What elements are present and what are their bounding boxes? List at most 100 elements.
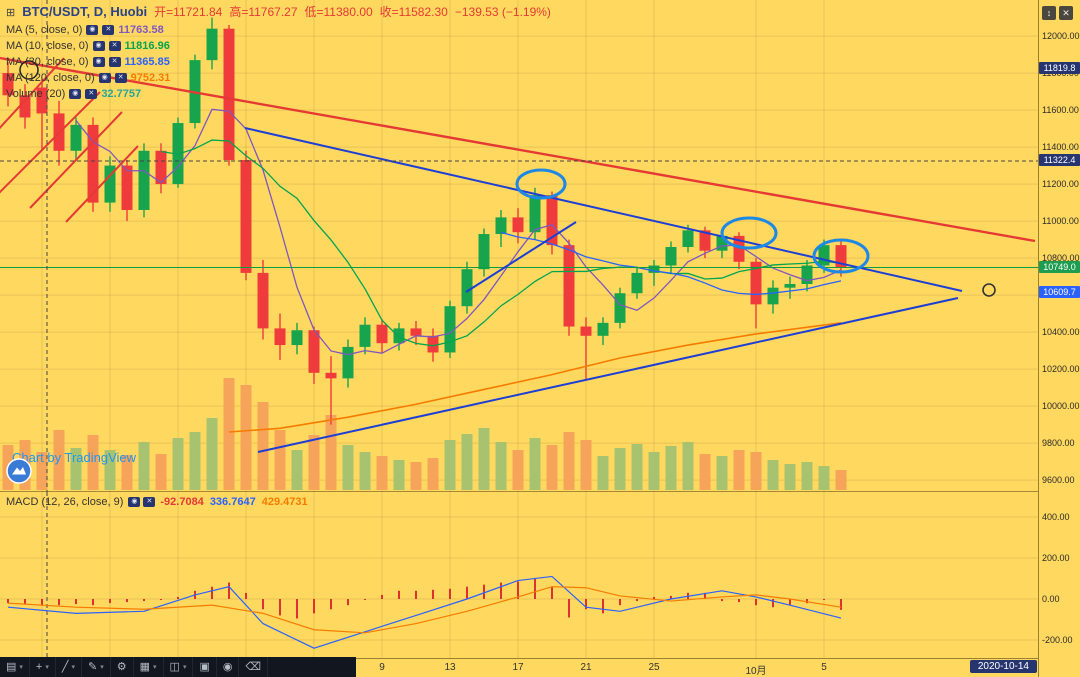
chevron-down-icon: ▾	[182, 664, 187, 671]
toolbar-settings-gear-button[interactable]: ⚙	[111, 657, 134, 677]
blue-circle-annotation[interactable]	[515, 168, 567, 200]
indicator-visibility-icon[interactable]: ◉	[92, 40, 105, 51]
toolbar-trendline-button[interactable]: ╱ ▾	[56, 657, 83, 677]
indicator-label[interactable]: Volume (20)	[6, 87, 66, 100]
price-tick-label: 11600.00	[1042, 105, 1079, 116]
price-tick-label: 11400.00	[1042, 142, 1079, 153]
ohlc-values: 开=11721.84 高=11767.27 低=11380.00 收=11582.30	[154, 3, 448, 20]
indicator-row: MA (30, close, 0) ◉ ✕ 11365.85	[6, 55, 170, 68]
trendline-endpoint-handle[interactable]	[982, 283, 996, 297]
ma5-line	[75, 108, 842, 356]
price-badge: 10609.7	[1039, 286, 1080, 299]
toolbar-trash-button[interactable]: ⌫	[239, 657, 269, 677]
time-tick-label: 25	[648, 662, 660, 673]
macd-line	[7, 575, 842, 649]
indicator-visibility-icon[interactable]: ◉	[98, 72, 111, 83]
macd-pane[interactable]	[0, 492, 1038, 658]
red-resistance-trendline[interactable]	[0, 56, 1036, 243]
red-trend-segment[interactable]	[0, 57, 65, 132]
indicator-visibility-icon[interactable]: ◉	[92, 56, 105, 67]
layout-grid-icon: ▦	[139, 661, 151, 673]
toolbar-brush-button[interactable]: ✎ ▾	[82, 657, 111, 677]
indicator-value: 11763.58	[118, 23, 164, 36]
price-badge: 11819.8	[1039, 62, 1080, 75]
time-tick-label: 21	[580, 662, 592, 673]
indicator-label[interactable]: MA (30, close, 0)	[6, 55, 89, 68]
macd-tick-label: 400.00	[1042, 512, 1070, 522]
ohlc-high: 高=11767.27	[229, 5, 298, 19]
trash-icon: ⌫	[245, 661, 262, 673]
chevron-down-icon: ▾	[19, 664, 23, 671]
indicator-remove-icon[interactable]: ✕	[108, 56, 121, 67]
toolbar-layout-grid-button[interactable]: ▦ ▾	[134, 657, 164, 677]
indicator-remove-icon[interactable]: ✕	[102, 24, 115, 35]
red-trend-segment[interactable]	[0, 91, 101, 196]
indicator-remove-icon[interactable]: ✕	[114, 72, 127, 83]
pane-buttons: ↕ ✕	[1042, 6, 1073, 20]
macd-value: -92.7084	[160, 496, 204, 508]
main-chart-pane[interactable]	[0, 0, 1038, 492]
indicator-remove-icon[interactable]: ✕	[108, 40, 121, 51]
trendline-icon: ╱	[61, 661, 69, 673]
blue-trendline[interactable]	[257, 297, 959, 453]
macd-signal-line	[7, 586, 842, 634]
candlestick-chart-icon: ▤	[6, 661, 17, 673]
pane-separator[interactable]	[0, 491, 1038, 492]
indicator-value: 11816.96	[124, 39, 170, 52]
blue-circle-annotation[interactable]	[720, 216, 778, 250]
time-axis[interactable]: 2020-10-14 9 13 17 21 25 10月 5	[0, 658, 1038, 677]
toolbar-eye-button[interactable]: ◉	[217, 657, 240, 677]
blue-trendline[interactable]	[465, 221, 577, 293]
price-tick-label: 12000.00	[1042, 31, 1080, 42]
macd-label[interactable]: MACD (12, 26, close, 9)	[6, 496, 124, 508]
indicator-row: Volume (20) ◉ ✕ 32.7757	[6, 87, 170, 100]
indicator-label[interactable]: MA (120, close, 0)	[6, 71, 95, 84]
toolbar-duplicate-button[interactable]: ◫ ▾	[164, 657, 194, 677]
indicator-label[interactable]: MA (5, close, 0)	[6, 23, 83, 36]
price-axis[interactable]: 12000.0011800.0011600.0011400.0011200.00…	[1038, 0, 1080, 677]
indicator-row: MA (5, close, 0) ◉ ✕ 11763.58	[6, 23, 170, 36]
price-tick-label: 9800.00	[1042, 438, 1075, 449]
time-tick-label: 10月	[745, 666, 767, 677]
chevron-down-icon: ▾	[45, 664, 49, 671]
pane-maximize-icon[interactable]: ↕	[1042, 6, 1056, 20]
tradingview-watermark[interactable]: Chart by TradingView	[6, 450, 136, 484]
legend-header: ⊞ BTC/USDT, D, Huobi 开=11721.84 高=11767.2…	[6, 3, 551, 20]
price-tick-label: 10800.00	[1042, 253, 1080, 264]
grid-icon: ⊞	[6, 7, 16, 19]
time-tick-label: 17	[512, 662, 524, 673]
toolbar-candlestick-chart-button[interactable]: ▤ ▾	[0, 657, 30, 677]
macd-chips: ◉ ✕	[128, 497, 156, 507]
indicator-visibility-icon[interactable]: ◉	[128, 497, 141, 507]
pane-close-icon[interactable]: ✕	[1059, 6, 1073, 20]
blue-circle-annotation[interactable]	[812, 238, 870, 274]
lock-icon: ▣	[199, 661, 210, 673]
ma10-line	[160, 139, 842, 347]
black-circle-annotation[interactable]	[19, 60, 39, 80]
indicator-remove-icon[interactable]: ✕	[143, 497, 156, 507]
indicator-visibility-icon[interactable]: ◉	[86, 24, 99, 35]
time-tick-label: 5	[821, 662, 827, 673]
price-tick-label: 10400.00	[1042, 327, 1080, 338]
red-trend-segment[interactable]	[29, 111, 123, 209]
drawing-toolbar: ▤ ▾ + ▾ ╱ ▾ ✎ ▾ ⚙ ▦ ▾ ◫ ▾ ▣ ◉ ⌫	[0, 657, 356, 677]
indicator-visibility-icon[interactable]: ◉	[69, 88, 82, 99]
macd-tick-label: -200.00	[1042, 635, 1073, 645]
red-trend-segment[interactable]	[65, 145, 139, 223]
indicator-label[interactable]: MA (10, close, 0)	[6, 39, 89, 52]
toolbar-crosshair-button[interactable]: + ▾	[30, 657, 56, 677]
symbol-title[interactable]: BTC/USDT, D, Huobi	[22, 4, 148, 19]
ma120-line	[228, 322, 842, 433]
date-badge: 2020-10-14	[969, 660, 1037, 673]
price-tick-label: 10200.00	[1042, 364, 1080, 375]
macd-histogram	[7, 578, 842, 619]
price-badge: 10749.0	[1039, 260, 1080, 273]
blue-trendline[interactable]	[244, 127, 963, 292]
indicator-value: 32.7757	[101, 87, 142, 100]
time-tick-label: 13	[444, 662, 456, 673]
crosshair-icon: +	[35, 661, 43, 673]
toolbar-lock-button[interactable]: ▣	[193, 657, 217, 677]
indicator-remove-icon[interactable]: ✕	[85, 88, 98, 99]
indicator-row: MA (10, close, 0) ◉ ✕ 11816.96	[6, 39, 170, 52]
